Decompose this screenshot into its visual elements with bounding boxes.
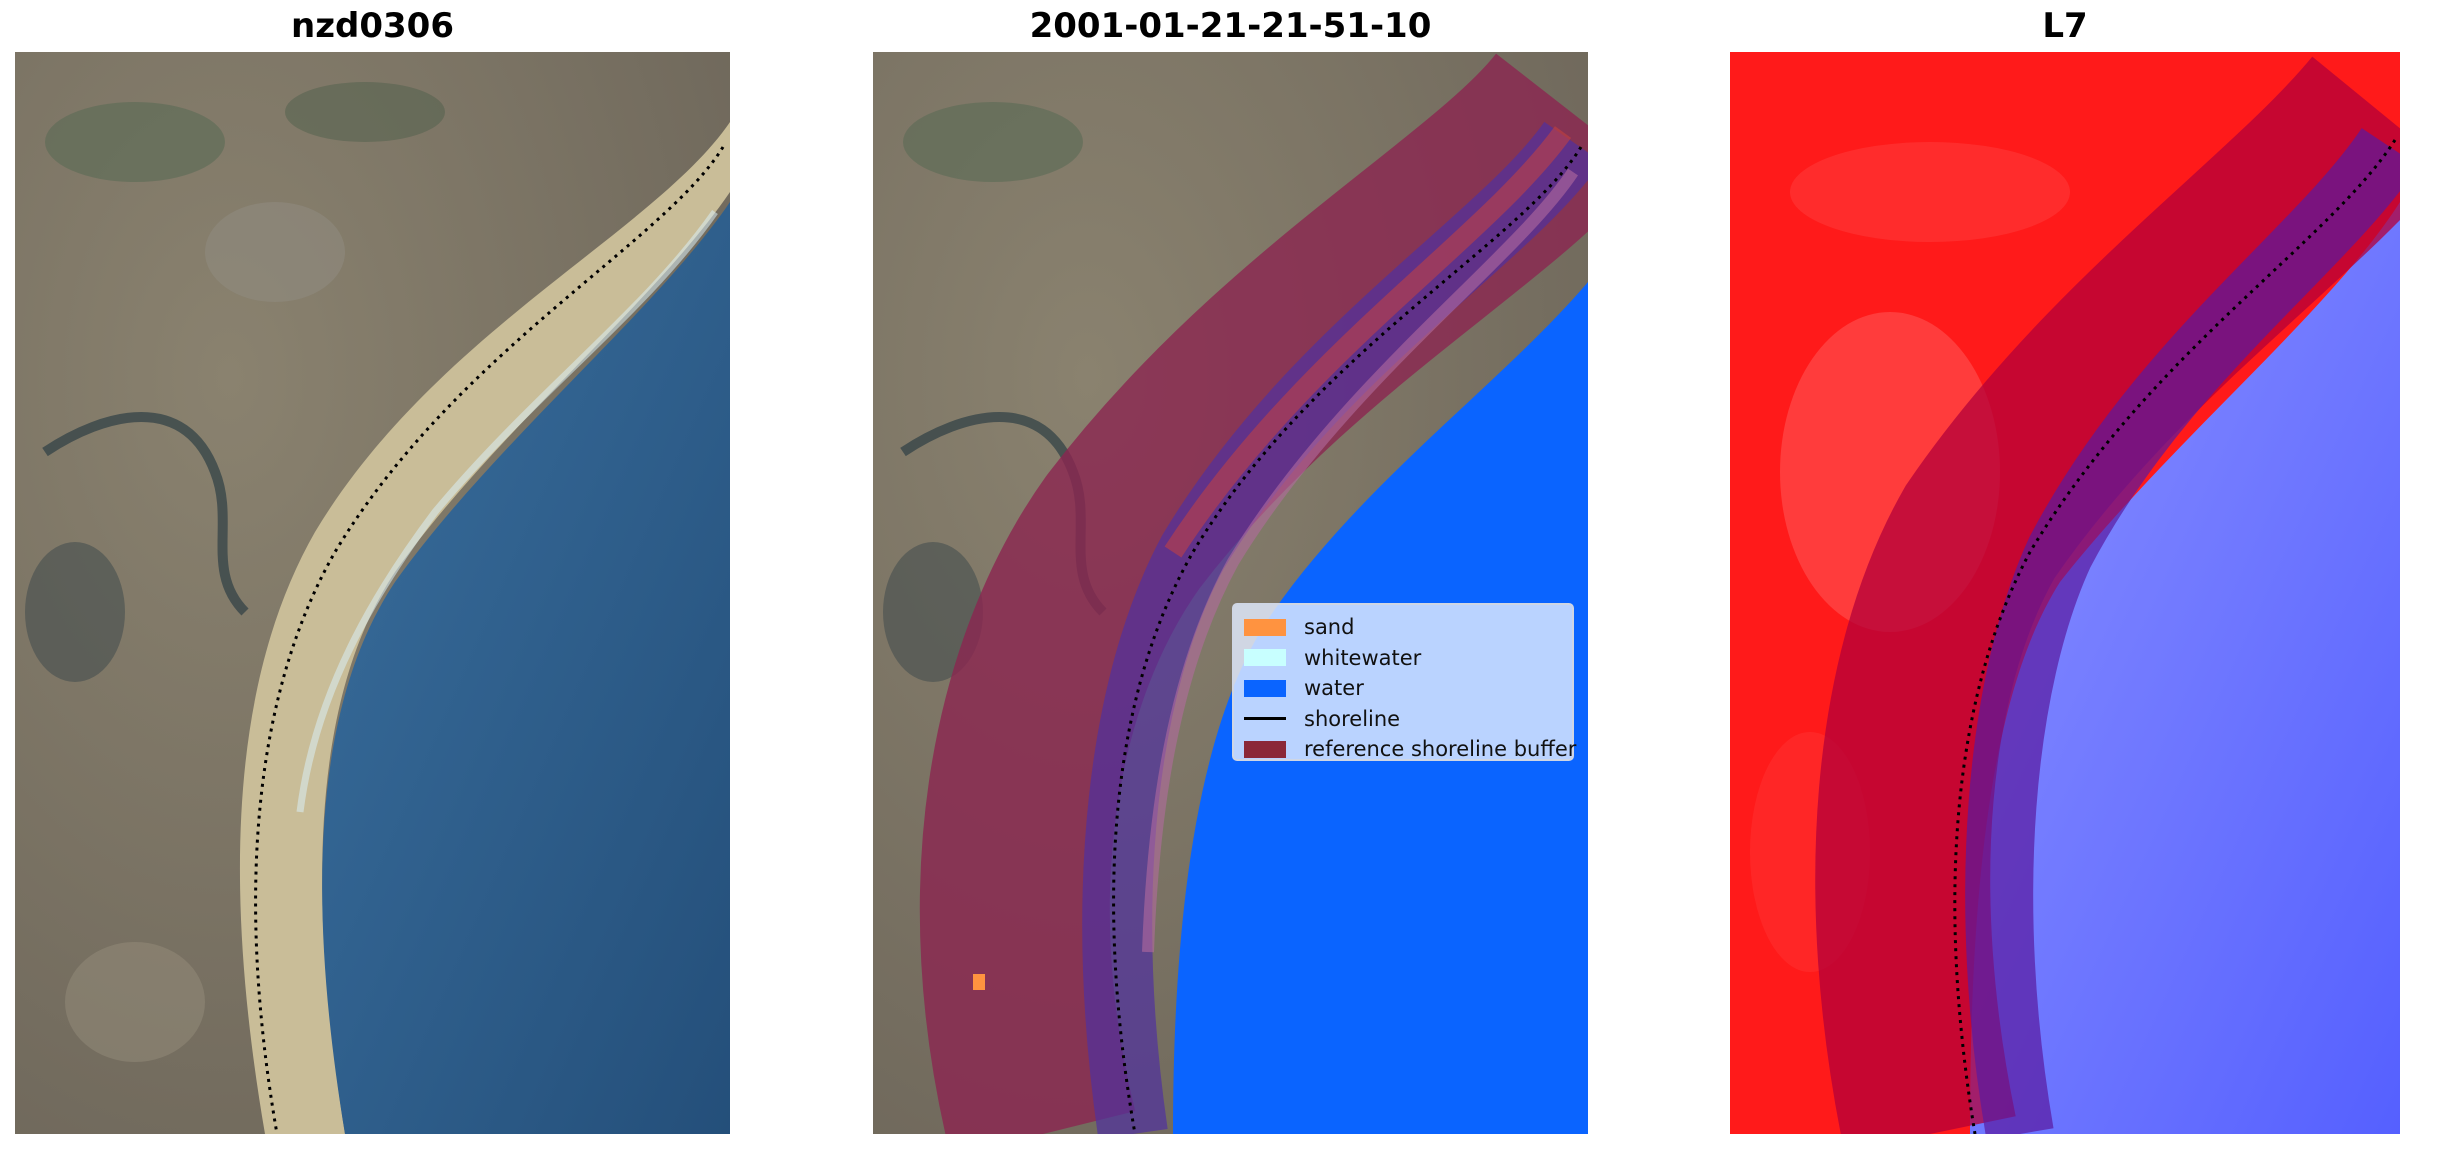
panel-title-classified: 2001-01-21-21-51-10	[1029, 6, 1432, 46]
legend-label-shoreline: shoreline	[1304, 706, 1401, 731]
rgb-satellite-image	[15, 52, 730, 1134]
legend-item-whitewater: whitewater	[1244, 643, 1562, 674]
legend-label-whitewater: whitewater	[1304, 645, 1422, 670]
classified-image	[873, 52, 1588, 1134]
legend: sand whitewater water shoreline referenc…	[1232, 603, 1576, 761]
legend-swatch-buffer	[1244, 740, 1286, 758]
legend-swatch-water	[1244, 679, 1286, 697]
legend-item-buffer: reference shoreline buffer	[1244, 734, 1576, 765]
legend-item-sand: sand	[1244, 612, 1562, 643]
legend-label-sand: sand	[1304, 615, 1355, 640]
legend-item-shoreline: shoreline	[1244, 704, 1562, 735]
panel-title-ndwi: L7	[2042, 6, 2088, 46]
legend-swatch-whitewater	[1244, 649, 1286, 667]
legend-swatch-sand	[1244, 618, 1286, 636]
legend-line-shoreline	[1244, 717, 1286, 721]
legend-label-buffer: reference shoreline buffer	[1304, 737, 1577, 762]
legend-label-water: water	[1304, 676, 1364, 701]
panel-title-rgb: nzd0306	[291, 6, 454, 46]
legend-item-water: water	[1244, 673, 1562, 704]
ndwi-image	[1730, 52, 2400, 1134]
